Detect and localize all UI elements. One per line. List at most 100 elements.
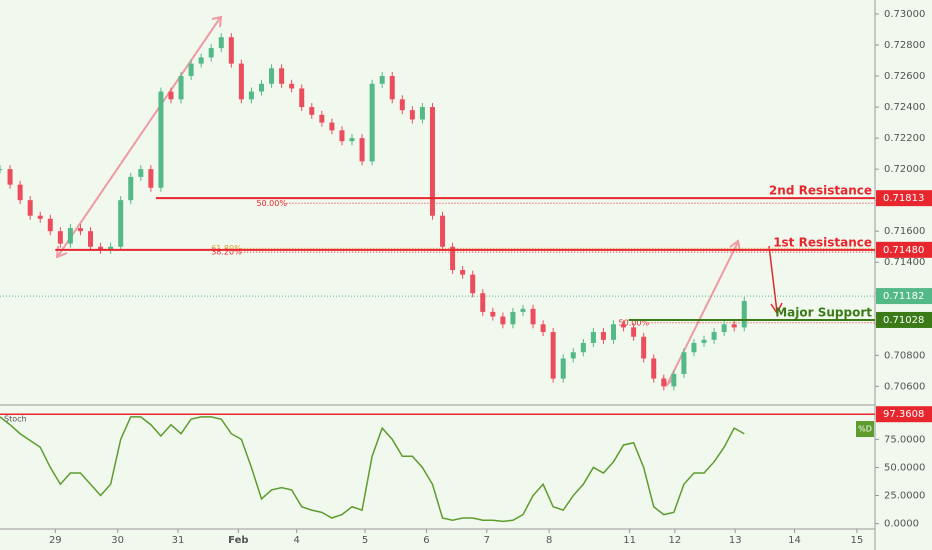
- candle-body: [600, 332, 606, 340]
- level-name: 1st Resistance: [773, 235, 872, 249]
- level-label: 0.71028: [883, 315, 924, 326]
- level-label: 0.71813: [883, 193, 924, 204]
- y-tick-label: 0.73000: [884, 9, 925, 20]
- x-tick-label: 5: [362, 535, 368, 546]
- candle-body: [409, 110, 415, 120]
- candle-body: [490, 311, 496, 317]
- y-tick-label: 0.70800: [884, 350, 925, 361]
- candle-body: [631, 327, 637, 337]
- candle-body: [349, 138, 355, 142]
- candle-body: [701, 339, 707, 343]
- candle-body: [158, 91, 164, 188]
- legend-box: [856, 421, 874, 437]
- y-tick-label: 50.0000: [884, 462, 925, 473]
- candle-body: [560, 358, 566, 379]
- candle-body: [419, 107, 425, 120]
- candle-body: [198, 57, 204, 64]
- y-tick-label: 75.0000: [884, 434, 925, 445]
- candle-body: [359, 138, 365, 162]
- candle-body: [67, 228, 73, 244]
- candle-body: [208, 48, 214, 58]
- candle-body: [98, 246, 104, 250]
- candle-body: [379, 76, 385, 84]
- candle-body: [731, 324, 737, 328]
- candle-body: [621, 324, 627, 328]
- candle-body: [77, 228, 83, 232]
- level-box: [876, 311, 932, 328]
- last-price-box: [876, 288, 932, 305]
- pane-label: Stoch: [4, 415, 27, 424]
- y-tick-label: 0.71600: [884, 226, 925, 237]
- y-tick-label: 0.0000: [884, 519, 919, 530]
- candle-body: [88, 231, 94, 247]
- y-tick-label: 0.72800: [884, 40, 925, 51]
- stoch-line: [0, 416, 745, 523]
- x-tick-label: 13: [729, 535, 742, 546]
- candle-body: [440, 215, 446, 247]
- x-tick-label: 7: [484, 535, 490, 546]
- x-tick-label: 6: [423, 535, 429, 546]
- candle-body: [128, 176, 134, 201]
- level-name: 2nd Resistance: [769, 184, 872, 198]
- candle-body: [57, 231, 63, 244]
- candle-body: [188, 63, 194, 77]
- candle-body: [530, 308, 536, 325]
- candle-body: [108, 246, 114, 250]
- x-tick-label: 12: [668, 535, 681, 546]
- candle-body: [681, 352, 687, 374]
- y-tick-label: 0.72600: [884, 71, 925, 82]
- x-tick-label: 29: [49, 535, 62, 546]
- x-tick-label: 14: [788, 535, 801, 546]
- candle-body: [258, 83, 264, 92]
- candle-body: [540, 324, 546, 333]
- level-box: [876, 190, 932, 207]
- candle-body: [7, 169, 13, 185]
- candle-body: [691, 342, 697, 353]
- y-tick-label: 0.70600: [884, 381, 925, 392]
- candle-body: [520, 308, 526, 312]
- candle-body: [178, 76, 184, 100]
- candle-body: [299, 88, 305, 108]
- x-tick-label: 15: [851, 535, 864, 546]
- x-tick-label: 11: [623, 535, 636, 546]
- x-tick-label: 31: [172, 535, 185, 546]
- candle-body: [118, 200, 124, 247]
- candle-body: [460, 270, 466, 275]
- level-name: Major Support: [775, 305, 872, 319]
- y-tick-label: 0.72200: [884, 133, 925, 144]
- x-tick-label: Feb: [228, 535, 248, 546]
- stoch-level-label: 97.3608: [883, 409, 924, 420]
- candle-body: [0, 169, 3, 171]
- y-tick-label: 0.72400: [884, 102, 925, 113]
- candle-body: [450, 246, 456, 270]
- candle-body: [651, 358, 657, 379]
- candle-body: [500, 316, 506, 325]
- candle-body: [138, 169, 144, 177]
- y-tick-label: 0.72000: [884, 164, 925, 175]
- level-label: 0.71480: [883, 245, 924, 256]
- y-tick-label: 0.71400: [884, 257, 925, 268]
- candle-body: [319, 114, 325, 123]
- candle-body: [721, 324, 727, 333]
- candle-body: [510, 311, 516, 325]
- candle-body: [580, 342, 586, 353]
- legend-label: %D: [858, 425, 872, 434]
- candle-body: [369, 83, 375, 162]
- candle-body: [429, 107, 435, 216]
- candle-body: [661, 378, 667, 387]
- candle-body: [17, 184, 23, 201]
- fib-label: 50.00%: [619, 318, 650, 327]
- candle-body: [148, 169, 154, 188]
- candle-body: [480, 293, 486, 312]
- fib-label: 61.80%: [211, 244, 242, 253]
- x-tick-label: 30: [111, 535, 124, 546]
- y-tick-label: 25.0000: [884, 491, 925, 502]
- candle-body: [339, 130, 345, 142]
- candle-body: [47, 218, 53, 232]
- candle-body: [741, 301, 747, 328]
- candle-body: [470, 274, 476, 294]
- candle-body: [389, 76, 395, 100]
- x-tick-label: 8: [546, 535, 552, 546]
- last-price-label: 0.71182: [883, 291, 924, 302]
